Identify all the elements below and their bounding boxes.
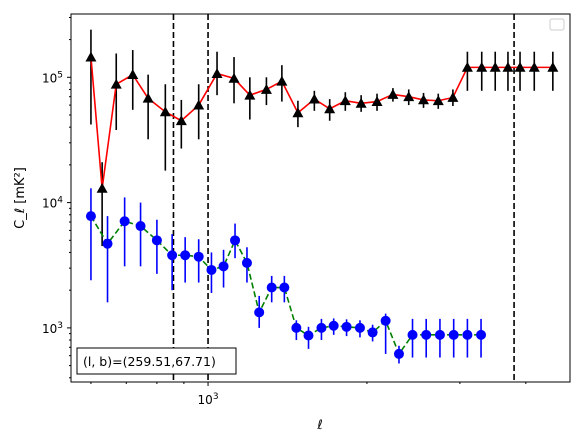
data-point — [110, 78, 122, 89]
data-point — [127, 69, 139, 80]
data-point — [407, 329, 418, 340]
data-point — [244, 89, 256, 100]
data-point — [461, 61, 473, 72]
data-point — [151, 235, 162, 246]
data-point — [85, 51, 97, 62]
data-point — [85, 211, 96, 222]
data-point — [448, 329, 459, 340]
data-point — [167, 250, 178, 261]
data-point — [211, 68, 223, 79]
y-axis-label: C_ℓ [mK²] — [13, 167, 28, 229]
data-point — [254, 307, 265, 318]
data-point — [432, 95, 444, 106]
data-point — [135, 221, 146, 232]
data-point — [547, 61, 559, 72]
data-point — [371, 96, 383, 106]
plot-content — [85, 14, 559, 382]
data-point — [462, 329, 473, 340]
data-point — [418, 94, 430, 105]
data-point — [324, 103, 336, 114]
data-point — [476, 329, 487, 340]
data-point — [328, 320, 339, 331]
data-point — [230, 235, 241, 246]
data-point — [279, 282, 290, 293]
data-point — [119, 216, 130, 227]
data-point — [341, 321, 352, 332]
data-point — [193, 99, 205, 110]
x-tick-label: 103 — [198, 392, 219, 407]
axis-ticks: 103 104 105 103 — [42, 17, 527, 407]
data-point — [355, 97, 367, 108]
data-point — [218, 261, 229, 272]
annotation-box: (l, b)=(259.51,67.71) — [76, 347, 237, 375]
data-point — [367, 327, 378, 338]
data-point — [241, 257, 252, 268]
annotation-frame — [76, 347, 237, 375]
data-point — [316, 322, 327, 333]
data-point — [260, 83, 272, 94]
data-point — [292, 107, 304, 118]
data-point — [308, 93, 320, 104]
y-tick-label: 105 — [42, 70, 63, 85]
y-tick-label: 103 — [42, 321, 63, 336]
data-point — [476, 61, 488, 72]
data-point — [447, 91, 459, 102]
annotation-text: (l, b)=(259.51,67.71) — [83, 354, 216, 369]
data-point — [102, 238, 113, 249]
data-point — [142, 92, 154, 103]
legend — [549, 18, 565, 31]
data-point — [96, 182, 108, 193]
data-point — [489, 61, 501, 72]
data-point — [175, 115, 187, 126]
data-point — [266, 282, 277, 293]
data-point — [228, 72, 240, 83]
data-point — [303, 330, 314, 341]
data-point — [528, 61, 540, 72]
axes-frame — [70, 13, 571, 383]
data-point — [291, 322, 302, 333]
data-point — [502, 61, 514, 72]
data-point — [276, 75, 288, 86]
y-tick-label: 104 — [42, 196, 63, 211]
data-point — [387, 88, 399, 99]
data-point — [421, 329, 432, 340]
data-point — [354, 322, 365, 333]
data-point — [180, 250, 191, 261]
data-point — [514, 61, 526, 72]
plot-area — [85, 14, 559, 382]
x-axis-label: ℓ — [316, 418, 322, 433]
data-point — [206, 264, 217, 275]
data-point — [403, 91, 415, 102]
data-point — [393, 348, 404, 359]
data-point — [193, 251, 204, 262]
legend-box — [549, 18, 565, 31]
data-point — [159, 106, 171, 117]
data-point — [339, 95, 351, 106]
data-point — [434, 329, 445, 340]
data-point — [380, 315, 391, 326]
